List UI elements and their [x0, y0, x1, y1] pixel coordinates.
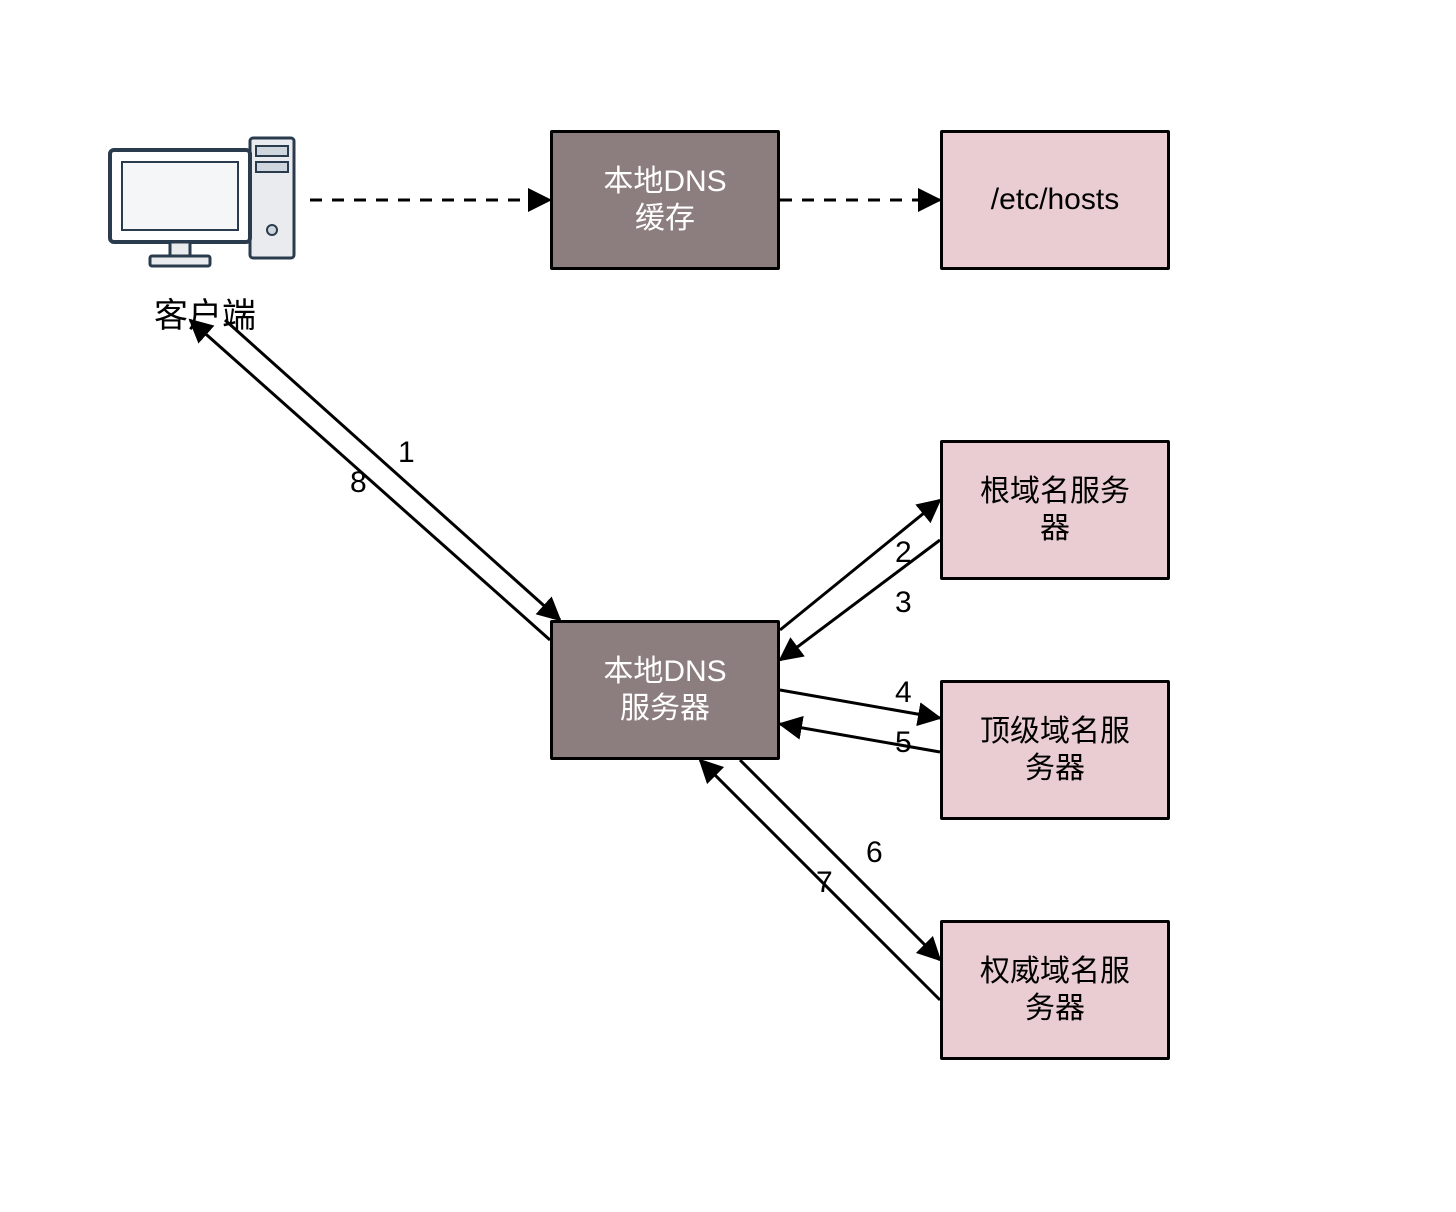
client-label: 客户端 — [100, 288, 310, 337]
authoritative-dns-server-node: 权威域名服 务器 — [940, 920, 1170, 1060]
client-node — [100, 120, 310, 280]
edge-e2 — [780, 500, 940, 630]
edge-e5 — [780, 724, 940, 752]
edge-label-3: 3 — [895, 586, 912, 620]
edge-e6 — [740, 760, 940, 960]
edge-label-4: 4 — [895, 676, 912, 710]
local-dns-cache-node: 本地DNS 缓存 — [550, 130, 780, 270]
edge-label-1: 1 — [398, 436, 415, 470]
edge-label-5: 5 — [895, 726, 912, 760]
edge-e1 — [225, 320, 560, 620]
edge-e3 — [780, 540, 940, 660]
edge-label-7: 7 — [816, 866, 833, 900]
computer-icon — [100, 120, 310, 280]
etc-hosts-node: /etc/hosts — [940, 130, 1170, 270]
root-dns-server-node: 根域名服务 器 — [940, 440, 1170, 580]
tld-dns-server-node: 顶级域名服 务器 — [940, 680, 1170, 820]
edge-e8 — [190, 320, 550, 640]
edge-label-2: 2 — [895, 536, 912, 570]
local-dns-server-node: 本地DNS 服务器 — [550, 620, 780, 760]
edge-label-6: 6 — [866, 836, 883, 870]
edge-label-8: 8 — [350, 466, 367, 500]
diagram-stage: 客户端 本地DNS 缓存 /etc/hosts 本地DNS 服务器 根域名服务 … — [0, 0, 1456, 1212]
edge-e4 — [780, 690, 940, 718]
